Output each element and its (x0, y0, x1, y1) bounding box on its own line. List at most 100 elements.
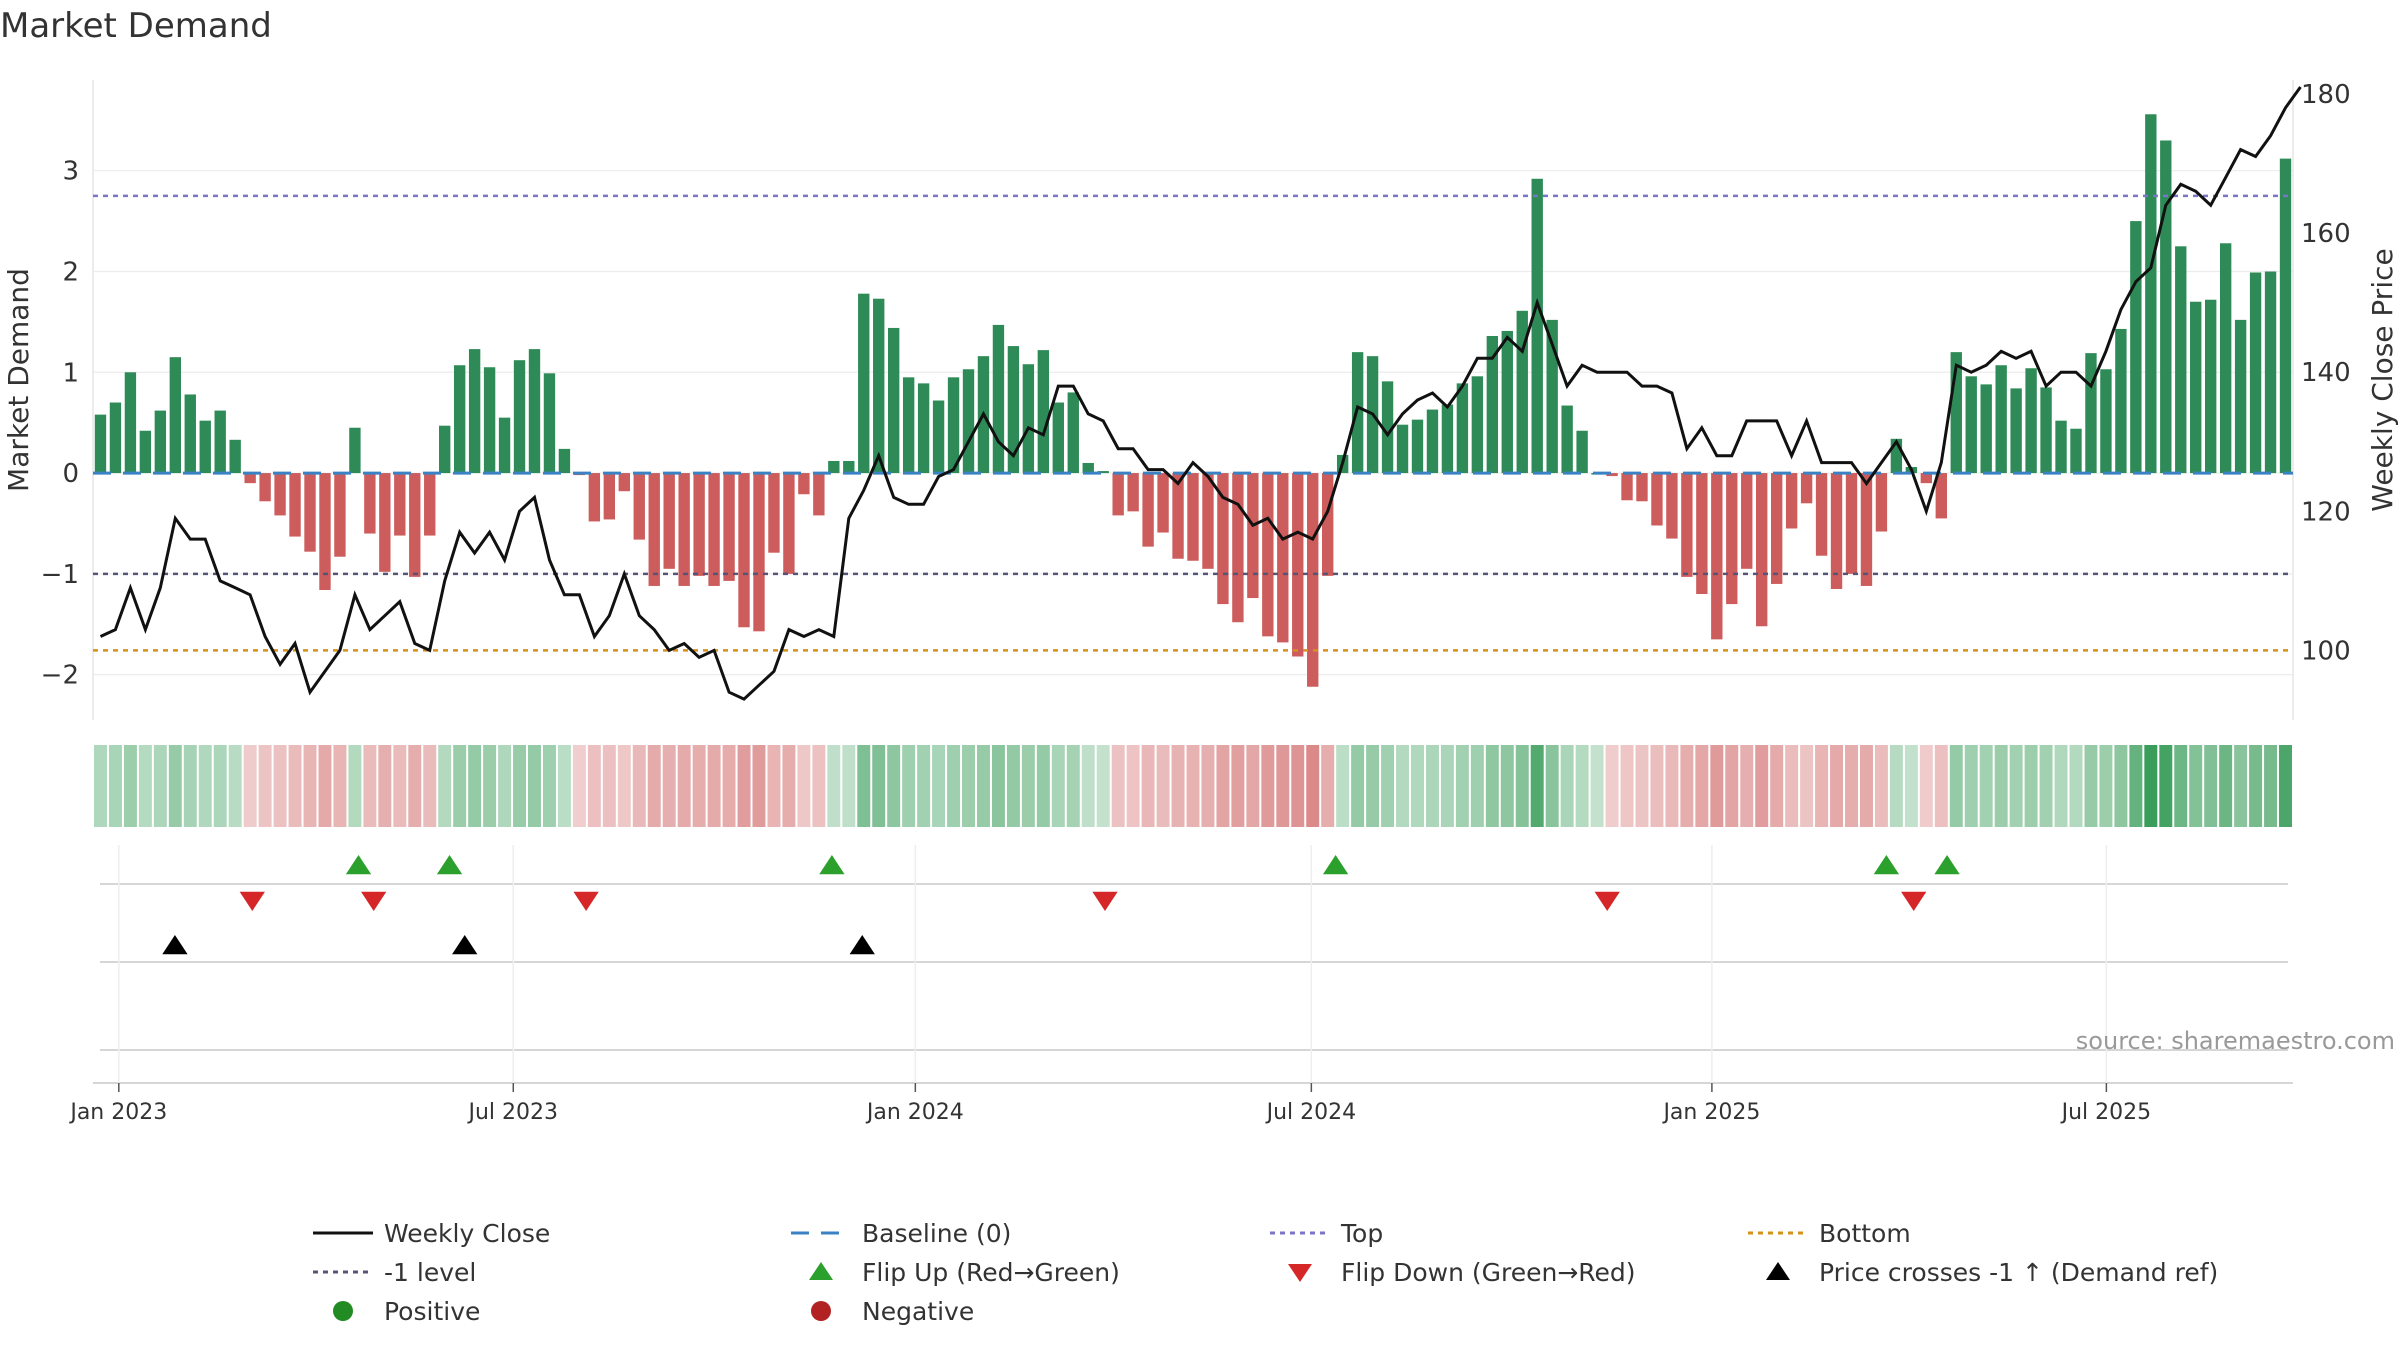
demand-bar (947, 377, 960, 474)
strip-cell (707, 745, 721, 827)
flip-up-marker (436, 855, 463, 875)
left-tick-label: −2 (41, 661, 79, 691)
strip-cell (1455, 745, 1469, 827)
strip-cell (2129, 745, 2143, 827)
demand-bar (1606, 473, 1618, 477)
demand-bar (1097, 471, 1109, 474)
demand-bar (379, 473, 391, 572)
demand-bar (139, 430, 152, 474)
demand-bar (229, 439, 241, 474)
strip-cell (1216, 745, 1230, 827)
strip-cell (2219, 745, 2233, 827)
x-tick-label: Jan 2025 (1661, 1100, 1760, 1125)
strip-cell (887, 745, 901, 827)
demand-bar (2175, 246, 2187, 474)
demand-bar (1770, 473, 1783, 584)
strip-cell (632, 745, 646, 827)
demand-bar (1995, 365, 2007, 474)
demand-bar (1411, 419, 1424, 474)
strip-cell (1021, 745, 1035, 827)
demand-bar (618, 473, 630, 492)
strip-cell (1500, 745, 1514, 827)
strip-cell (1665, 745, 1679, 827)
strip-cell (528, 745, 541, 827)
demand-bar (1262, 473, 1274, 637)
demand-bar (1471, 376, 1484, 474)
legend-label-bottom: Bottom (1819, 1219, 1911, 1248)
demand-bar (1232, 473, 1244, 623)
price-cross-marker (162, 935, 188, 955)
demand-bar (1067, 392, 1079, 474)
demand-bar (2115, 328, 2127, 474)
demand-bar (1980, 384, 1992, 474)
demand-bar (1157, 473, 1169, 533)
demand-bar (1022, 364, 1035, 474)
demand-bar (663, 473, 675, 569)
strip-cell (1096, 745, 1110, 827)
strip-cell (1650, 745, 1664, 827)
strip-cell (1126, 745, 1140, 827)
demand-bar (2219, 243, 2232, 474)
demand-bar (349, 427, 361, 474)
demand-bar (1082, 462, 1094, 474)
strip-cell (1530, 745, 1544, 827)
strip-cell (303, 745, 317, 827)
strip-cell (1964, 745, 1978, 827)
strip-cell (2249, 745, 2263, 827)
strip-cell (2159, 745, 2173, 827)
strip-cell (1186, 745, 1200, 827)
demand-bar (319, 473, 331, 590)
demand-bar (873, 298, 885, 474)
demand-bar (1830, 473, 1843, 589)
demand-bar (2100, 369, 2112, 474)
strip-cell (1979, 745, 1993, 827)
demand-bar (1965, 376, 1977, 474)
demand-bar (1546, 319, 1558, 474)
strip-cell (378, 745, 392, 827)
strip-cell (2264, 745, 2278, 827)
strip-cell (842, 745, 856, 827)
demand-bar (1127, 473, 1139, 512)
demand-bar (1516, 310, 1528, 474)
strip-cell (1381, 745, 1395, 827)
demand-bar (962, 369, 975, 474)
left-tick-label: 2 (62, 257, 79, 287)
strip-cell (1575, 745, 1589, 827)
demand-bar (1756, 473, 1768, 627)
legend-label-minus_one: -1 level (384, 1258, 476, 1287)
x-tick-label: Jan 2024 (865, 1100, 964, 1125)
strip-cell (2024, 745, 2038, 827)
demand-bar (2160, 140, 2172, 474)
demand-bar (1142, 473, 1154, 547)
strip-cell (138, 745, 152, 827)
demand-bar (1292, 473, 1304, 657)
demand-bar (1920, 473, 1933, 484)
strip-cell (1695, 745, 1709, 827)
demand-bar (678, 473, 690, 586)
demand-bar (1950, 352, 1962, 474)
demand-bar (858, 293, 870, 474)
strip-cell (1231, 745, 1245, 827)
strip-cell (797, 745, 811, 827)
demand-bar (1426, 409, 1439, 474)
strip-cell (752, 745, 766, 827)
flip-down-marker (361, 891, 387, 911)
strip-cell (1276, 745, 1290, 827)
demand-bar (1935, 473, 1947, 519)
strip-cell (692, 745, 706, 827)
demand-bar (1307, 473, 1319, 687)
demand-bar (1007, 346, 1020, 474)
demand-bar (214, 410, 226, 474)
demand-bar (753, 473, 765, 632)
strip-cell (288, 745, 302, 827)
demand-bar (304, 473, 316, 552)
strip-cell (483, 745, 497, 827)
strip-cell (991, 745, 1005, 827)
demand-bar (2010, 388, 2022, 474)
strip-cell (677, 745, 691, 827)
strip-cell (857, 745, 871, 827)
strip-cell (1904, 745, 1918, 827)
flip-up-marker (1322, 855, 1349, 875)
demand-bar (498, 417, 511, 474)
strip-cell (1919, 745, 1933, 827)
